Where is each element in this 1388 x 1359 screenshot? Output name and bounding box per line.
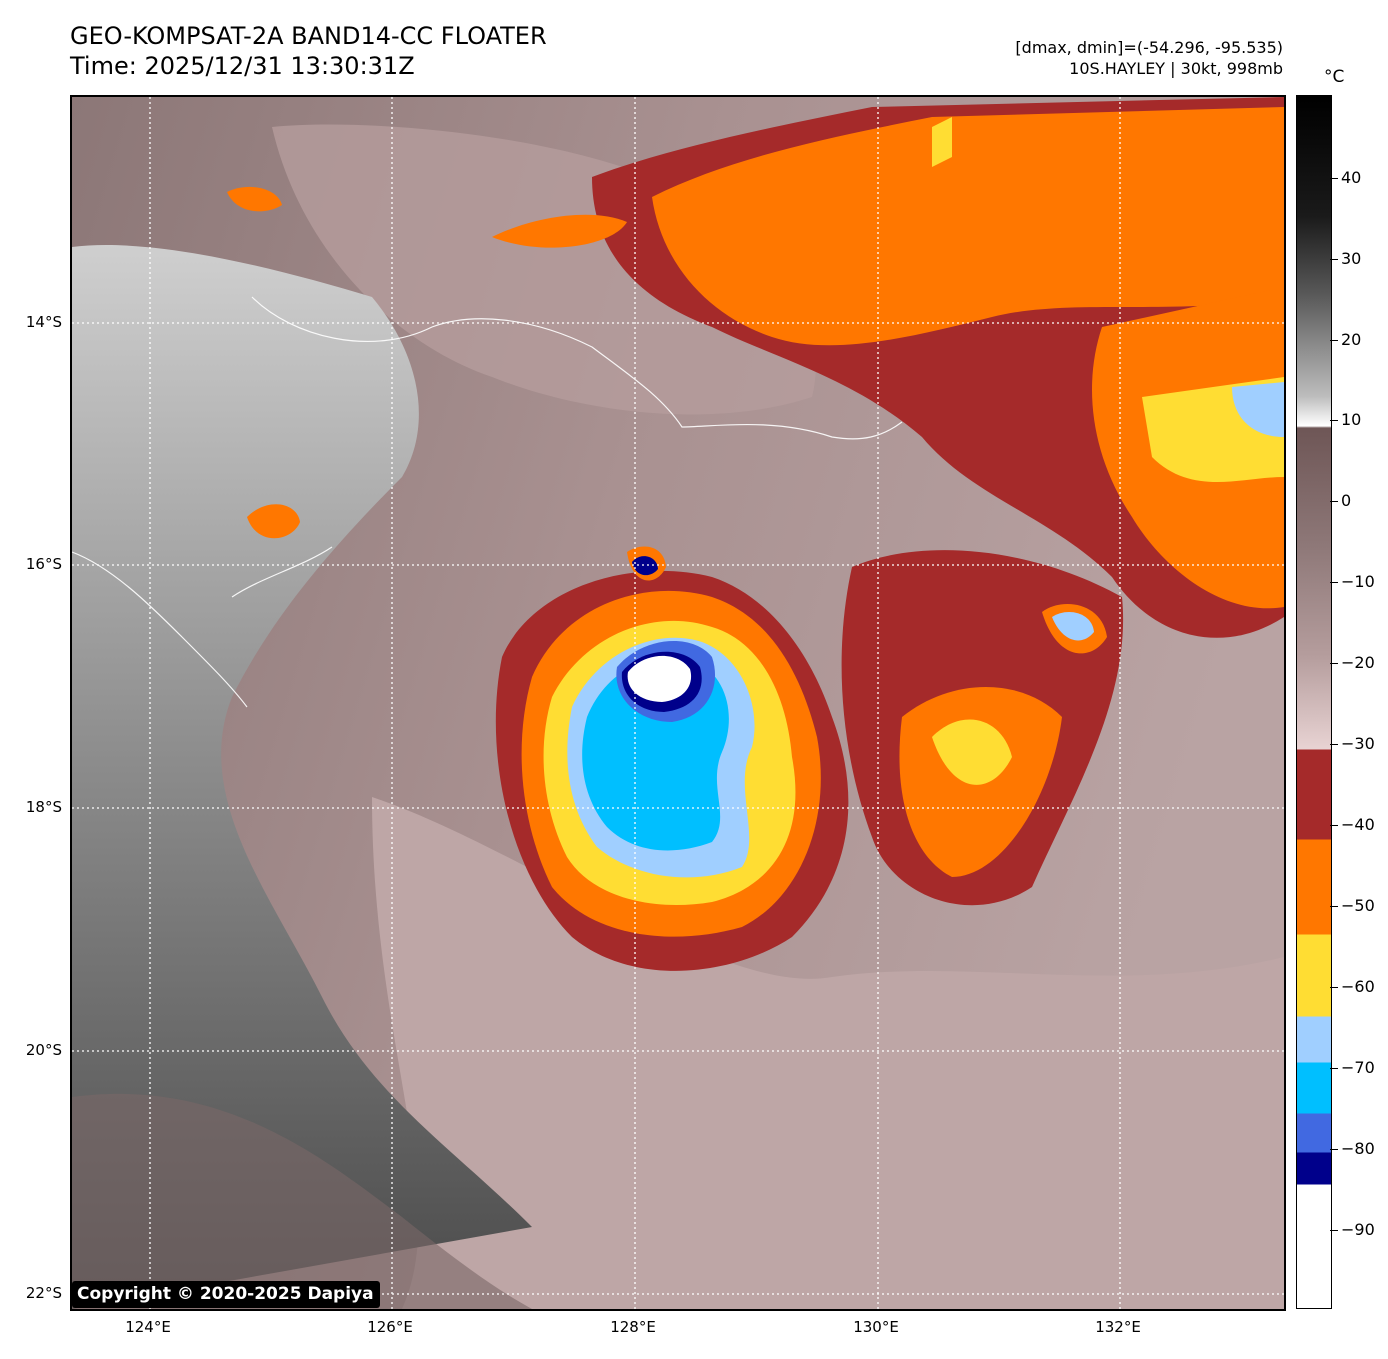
small-cell-north xyxy=(492,214,627,248)
chart-title: GEO-KOMPSAT-2A BAND14-CC FLOATER xyxy=(70,22,547,50)
southwest-land-cloud xyxy=(72,1093,532,1309)
chart-time: Time: 2025/12/31 13:30:31Z xyxy=(70,52,415,80)
small-cell-nw xyxy=(227,186,282,212)
colorbar-label: 0 xyxy=(1341,491,1352,510)
lon-label-126e: 126°E xyxy=(367,1318,413,1336)
lon-label-124e: 124°E xyxy=(125,1318,171,1336)
ne-convection-band-core xyxy=(652,107,1284,346)
lon-label-128e: 128°E xyxy=(610,1318,656,1336)
satellite-map-panel xyxy=(70,95,1286,1311)
copyright-badge: Copyright © 2020-2025 Dapiya xyxy=(72,1281,380,1308)
colorbar-label: −10 xyxy=(1341,572,1375,591)
colorbar-label: 10 xyxy=(1341,410,1362,429)
colorbar-tick xyxy=(1330,420,1338,421)
colorbar-tick xyxy=(1330,1230,1338,1231)
land-surface-west xyxy=(72,245,532,1309)
colorbar-label: 40 xyxy=(1341,168,1362,187)
colorbar-tick xyxy=(1330,906,1338,907)
lat-label-16s: 16°S xyxy=(25,555,62,573)
colorbar-label: −20 xyxy=(1341,653,1375,672)
colorbar-label: −40 xyxy=(1341,815,1375,834)
storm-coldest-core xyxy=(627,655,692,702)
colorbar-tick xyxy=(1330,259,1338,260)
lon-label-130e: 130°E xyxy=(853,1318,899,1336)
ne-small-cold-spot xyxy=(932,117,952,167)
colorbar-label: −50 xyxy=(1341,896,1375,915)
colorbar-label: −90 xyxy=(1341,1220,1375,1239)
colorbar-tick xyxy=(1330,663,1338,664)
dmax-dmin-readout: [dmax, dmin]=(-54.296, -95.535) xyxy=(1015,38,1283,57)
colorbar-label: −80 xyxy=(1341,1139,1375,1158)
small-cell-east-cold xyxy=(1052,612,1094,641)
colorbar-tick xyxy=(1330,825,1338,826)
lat-label-20s: 20°S xyxy=(25,1041,62,1059)
lat-label-14s: 14°S xyxy=(25,313,62,331)
colorbar-tick xyxy=(1330,178,1338,179)
colorbar-tick xyxy=(1330,501,1338,502)
satellite-image xyxy=(72,97,1284,1309)
lat-label-18s: 18°S xyxy=(25,798,62,816)
temperature-colorbar xyxy=(1296,95,1332,1309)
east-cell-coldest-top xyxy=(1232,382,1284,437)
colorbar-label: 20 xyxy=(1341,330,1362,349)
colorbar-label: −70 xyxy=(1341,1058,1375,1077)
colorbar-tick xyxy=(1330,987,1338,988)
coastline xyxy=(72,296,903,708)
colorbar-label: −60 xyxy=(1341,977,1375,996)
storm-north-cell-core xyxy=(632,556,658,576)
colorbar-label: 30 xyxy=(1341,249,1362,268)
small-cell-west xyxy=(247,504,300,539)
lon-label-132e: 132°E xyxy=(1095,1318,1141,1336)
colorbar-tick xyxy=(1330,1149,1338,1150)
colorbar-tick xyxy=(1330,340,1338,341)
storm-info: 10S.HAYLEY | 30kt, 998mb xyxy=(1069,59,1283,78)
colorbar-tick xyxy=(1330,744,1338,745)
lat-label-22s: 22°S xyxy=(25,1284,62,1302)
colorbar-label: −30 xyxy=(1341,734,1375,753)
colorbar-unit: °C xyxy=(1324,67,1345,87)
colorbar-tick xyxy=(1330,1068,1338,1069)
colorbar-tick xyxy=(1330,582,1338,583)
east-central-cluster-cold xyxy=(932,719,1012,785)
